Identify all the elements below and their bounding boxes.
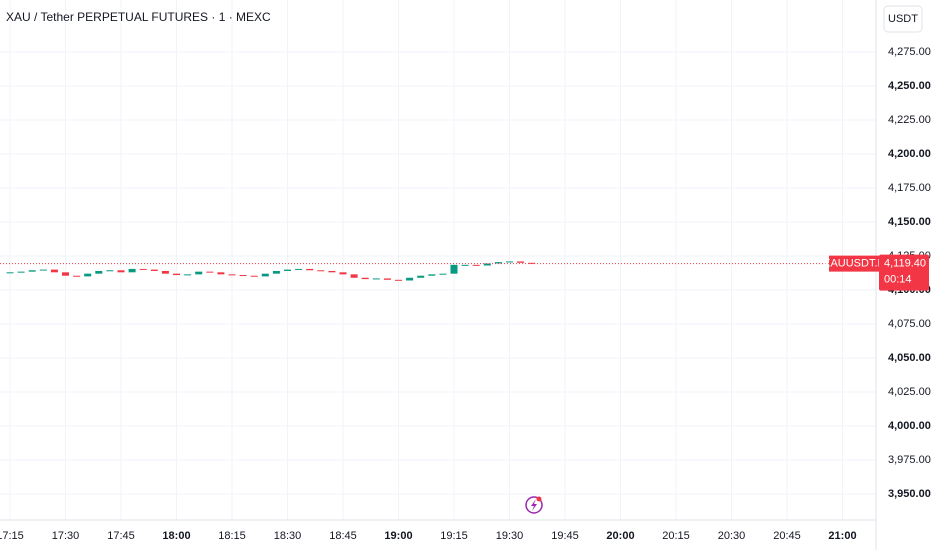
last-price-label: 4,119.40 xyxy=(884,258,926,270)
y-tick-label: 4,250.00 xyxy=(888,80,931,92)
x-tick-label: 18:15 xyxy=(218,530,246,542)
candle-body xyxy=(139,268,147,270)
candle-body xyxy=(128,268,136,273)
x-tick-label: 17:15 xyxy=(0,530,24,542)
x-tick-label: 17:45 xyxy=(107,530,135,542)
currency[interactable]: USDT xyxy=(888,13,918,25)
candle-body xyxy=(295,268,303,270)
candle-body xyxy=(261,273,269,277)
y-tick-label: 4,025.00 xyxy=(888,386,931,398)
candle-body xyxy=(106,270,114,272)
chart-title: XAU / Tether PERPETUAL FUTURES · 1 · MEX… xyxy=(6,10,271,24)
candle-body xyxy=(428,274,436,276)
candle-body xyxy=(361,277,369,280)
candle-body xyxy=(50,269,58,273)
candle-body xyxy=(228,274,236,276)
candle-body xyxy=(450,264,458,274)
candle-body xyxy=(95,270,103,274)
currency-button[interactable] xyxy=(883,5,923,33)
x-tick-label: 20:45 xyxy=(773,530,801,542)
candle-body xyxy=(417,275,425,278)
candle-body xyxy=(272,270,280,274)
x-tick-label: 19:00 xyxy=(384,530,412,542)
candle-body xyxy=(161,270,169,274)
candle-body xyxy=(372,278,380,280)
y-tick-label: 4,275.00 xyxy=(888,46,931,58)
candle-body xyxy=(483,263,491,266)
candle-body xyxy=(350,274,358,278)
y-tick-label: 4,225.00 xyxy=(888,114,931,126)
candle-body xyxy=(517,261,525,263)
grid xyxy=(0,0,876,520)
candle-body xyxy=(439,273,447,275)
candle-body xyxy=(406,277,414,281)
x-tick-label: 20:00 xyxy=(606,530,634,542)
x-tick-label: 21:00 xyxy=(828,530,856,542)
x-tick-label: 19:45 xyxy=(551,530,579,542)
x-tick-label: 19:30 xyxy=(496,530,524,542)
x-tick-label: 20:30 xyxy=(718,530,746,542)
candle-body xyxy=(506,261,513,263)
candle-body xyxy=(461,264,469,266)
x-tick-label: 18:00 xyxy=(162,530,190,542)
candle-body xyxy=(217,272,225,275)
candle-body xyxy=(6,272,14,274)
y-tick-label: 4,200.00 xyxy=(888,148,931,160)
candle-body xyxy=(62,272,69,276)
y-tick-label: 4,000.00 xyxy=(888,420,931,432)
candle-body xyxy=(84,273,92,277)
countdown: 00:14 xyxy=(884,274,912,286)
candle-body xyxy=(306,268,314,271)
x-tick-label: 18:45 xyxy=(329,530,357,542)
x-tick-label: 17:30 xyxy=(52,530,80,542)
y-tick-label: 4,175.00 xyxy=(888,182,931,194)
candle-body xyxy=(328,270,336,273)
candle-body xyxy=(150,269,158,271)
event-icon[interactable] xyxy=(525,496,543,514)
candle-body xyxy=(73,275,81,277)
candle-body xyxy=(206,271,214,273)
candle-body xyxy=(195,271,203,275)
y-tick-label: 4,050.00 xyxy=(888,352,931,364)
price-label-box xyxy=(879,254,929,291)
candle-body xyxy=(317,270,325,272)
candle-body xyxy=(383,278,391,280)
symbol-label: XAUUSDT.P xyxy=(823,258,885,270)
x-tick-label: 18:30 xyxy=(274,530,302,542)
candle-body xyxy=(17,271,25,273)
candle-body xyxy=(239,275,247,277)
y-tick-label: 3,950.00 xyxy=(888,488,931,500)
candle-body xyxy=(39,269,47,271)
y-tick-label: 3,975.00 xyxy=(888,454,931,466)
symbol-label-box xyxy=(829,255,879,272)
candle-body xyxy=(339,272,347,275)
x-tick-label: 20:15 xyxy=(662,530,690,542)
candle-body xyxy=(395,279,402,281)
y-tick-label: 4,150.00 xyxy=(888,216,931,228)
candle-body xyxy=(184,274,192,276)
y-tick-label: 4,075.00 xyxy=(888,318,931,330)
candle-body xyxy=(250,275,258,277)
candle-body xyxy=(173,273,180,276)
candle-body xyxy=(284,269,291,271)
candle-body xyxy=(28,270,36,272)
candle-body xyxy=(117,270,125,273)
x-tick-label: 19:15 xyxy=(440,530,468,542)
candle-body xyxy=(494,262,502,264)
candle-body xyxy=(472,264,480,266)
